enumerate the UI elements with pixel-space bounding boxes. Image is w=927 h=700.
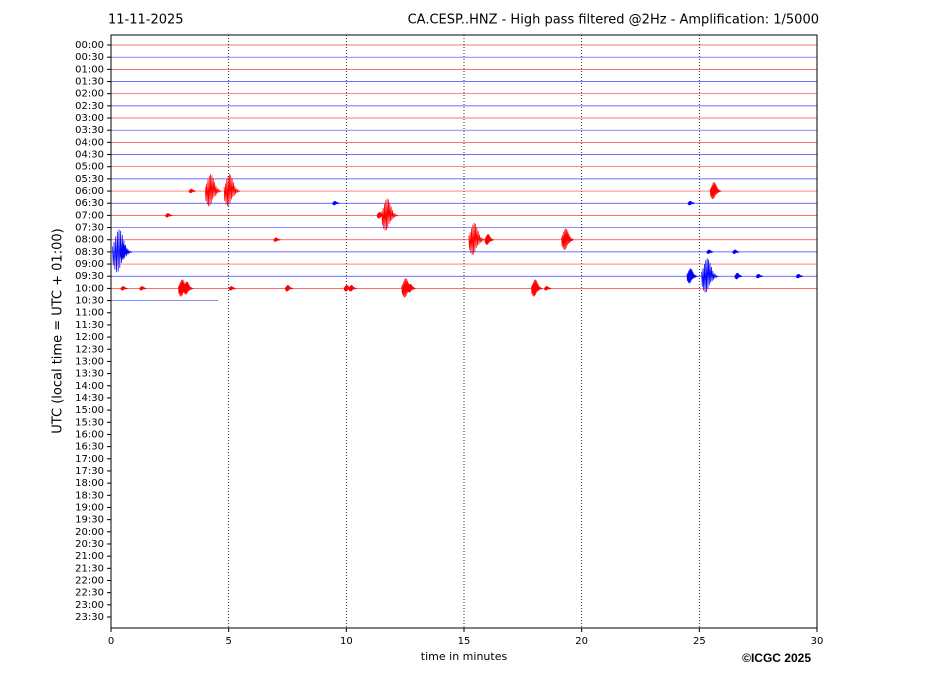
seismic-event <box>709 182 722 200</box>
seismic-event <box>755 273 764 279</box>
y-tick-label: 21:00 <box>75 551 104 562</box>
x-tick-label: 30 <box>811 636 824 647</box>
seismic-event <box>284 285 294 292</box>
x-tick-label: 5 <box>225 636 231 647</box>
y-tick-label: 14:30 <box>75 393 104 404</box>
y-tick-label: 17:00 <box>75 454 104 465</box>
x-tick-label: 10 <box>340 636 353 647</box>
seismic-event <box>228 286 237 291</box>
seismic-event <box>732 249 740 254</box>
y-tick-label: 12:30 <box>75 344 104 355</box>
plot-frame <box>110 34 818 629</box>
y-tick-label: 01:30 <box>75 77 104 88</box>
seismic-event <box>687 200 695 206</box>
seismic-event <box>139 286 147 291</box>
seismic-event <box>183 281 194 295</box>
y-tick-label: 22:00 <box>75 575 104 586</box>
x-tick-label: 25 <box>693 636 706 647</box>
y-tick-label: 23:00 <box>75 600 104 611</box>
seismic-event <box>701 258 719 293</box>
y-tick-label: 05:00 <box>75 162 104 173</box>
y-tick-label: 15:30 <box>75 417 104 428</box>
y-tick-label: 22:30 <box>75 588 104 599</box>
seismic-event <box>165 213 173 218</box>
y-tick-label: 01:00 <box>75 64 104 75</box>
y-tick-label: 07:00 <box>75 210 104 221</box>
x-tick-label: 15 <box>458 636 471 647</box>
x-tick-label: 20 <box>575 636 588 647</box>
y-tick-label: 00:30 <box>75 52 104 63</box>
y-tick-label: 04:30 <box>75 150 104 161</box>
y-tick-label: 10:30 <box>75 296 104 307</box>
seismic-event <box>332 200 340 206</box>
seismic-event <box>112 229 133 273</box>
y-tick-label: 18:00 <box>75 478 104 489</box>
y-tick-label: 13:00 <box>75 356 104 367</box>
y-tick-label: 16:30 <box>75 442 104 453</box>
y-tick-label: 07:30 <box>75 223 104 234</box>
y-tick-label: 20:30 <box>75 539 104 550</box>
seismic-event <box>223 174 241 207</box>
chart-title: CA.CESP..HNZ - High pass filtered @2Hz -… <box>408 13 819 28</box>
y-tick-label: 18:30 <box>75 490 104 501</box>
seismic-event <box>273 237 281 242</box>
y-tick-label: 11:00 <box>75 308 104 319</box>
y-tick-label: 06:00 <box>75 186 104 197</box>
seismic-event <box>120 286 128 291</box>
seismic-event <box>407 283 416 293</box>
y-tick-label: 16:00 <box>75 429 104 440</box>
x-axis-label: time in minutes <box>421 650 508 663</box>
seismic-event <box>119 244 131 260</box>
y-tick-label: 00:00 <box>75 40 104 51</box>
seismic-event <box>531 279 543 297</box>
credit: ©ICGC 2025 <box>742 651 811 665</box>
y-tick-label: 17:30 <box>75 466 104 477</box>
seismic-event <box>706 249 714 254</box>
y-tick-label: 14:00 <box>75 381 104 392</box>
y-tick-label: 03:30 <box>75 125 104 136</box>
y-tick-label: 19:30 <box>75 515 104 526</box>
y-tick-label: 02:00 <box>75 89 104 100</box>
seismic-event <box>468 222 486 255</box>
y-axis-label: UTC (local time = UTC + 01:00) <box>51 228 66 433</box>
y-tick-label: 12:00 <box>75 332 104 343</box>
y-tick-label: 08:30 <box>75 247 104 258</box>
y-tick-label: 10:00 <box>75 283 104 294</box>
seismic-event <box>348 285 357 292</box>
seismic-event <box>544 286 552 291</box>
seismic-event <box>381 198 399 231</box>
y-tick-label: 04:00 <box>75 137 104 148</box>
chart-date: 11-11-2025 <box>108 13 184 28</box>
seismic-event <box>734 272 743 280</box>
seismic-event <box>561 228 575 250</box>
y-tick-label: 02:30 <box>75 101 104 112</box>
seismic-event <box>795 273 804 279</box>
y-tick-label: 15:00 <box>75 405 104 416</box>
y-tick-label: 09:00 <box>75 259 104 270</box>
y-tick-label: 19:00 <box>75 502 104 513</box>
y-tick-label: 23:30 <box>75 612 104 623</box>
seismic-event <box>188 188 197 194</box>
y-tick-label: 03:00 <box>75 113 104 124</box>
x-tick-label: 0 <box>108 636 114 647</box>
seismic-event <box>484 234 495 245</box>
seismic-event <box>686 268 698 284</box>
y-tick-label: 11:30 <box>75 320 104 331</box>
seismic-event <box>204 174 222 207</box>
y-tick-label: 21:30 <box>75 563 104 574</box>
y-tick-label: 13:30 <box>75 369 104 380</box>
y-tick-label: 05:30 <box>75 174 104 185</box>
y-tick-label: 09:30 <box>75 271 104 282</box>
y-tick-label: 08:00 <box>75 235 104 246</box>
y-tick-label: 20:00 <box>75 527 104 538</box>
y-tick-label: 06:30 <box>75 198 104 209</box>
